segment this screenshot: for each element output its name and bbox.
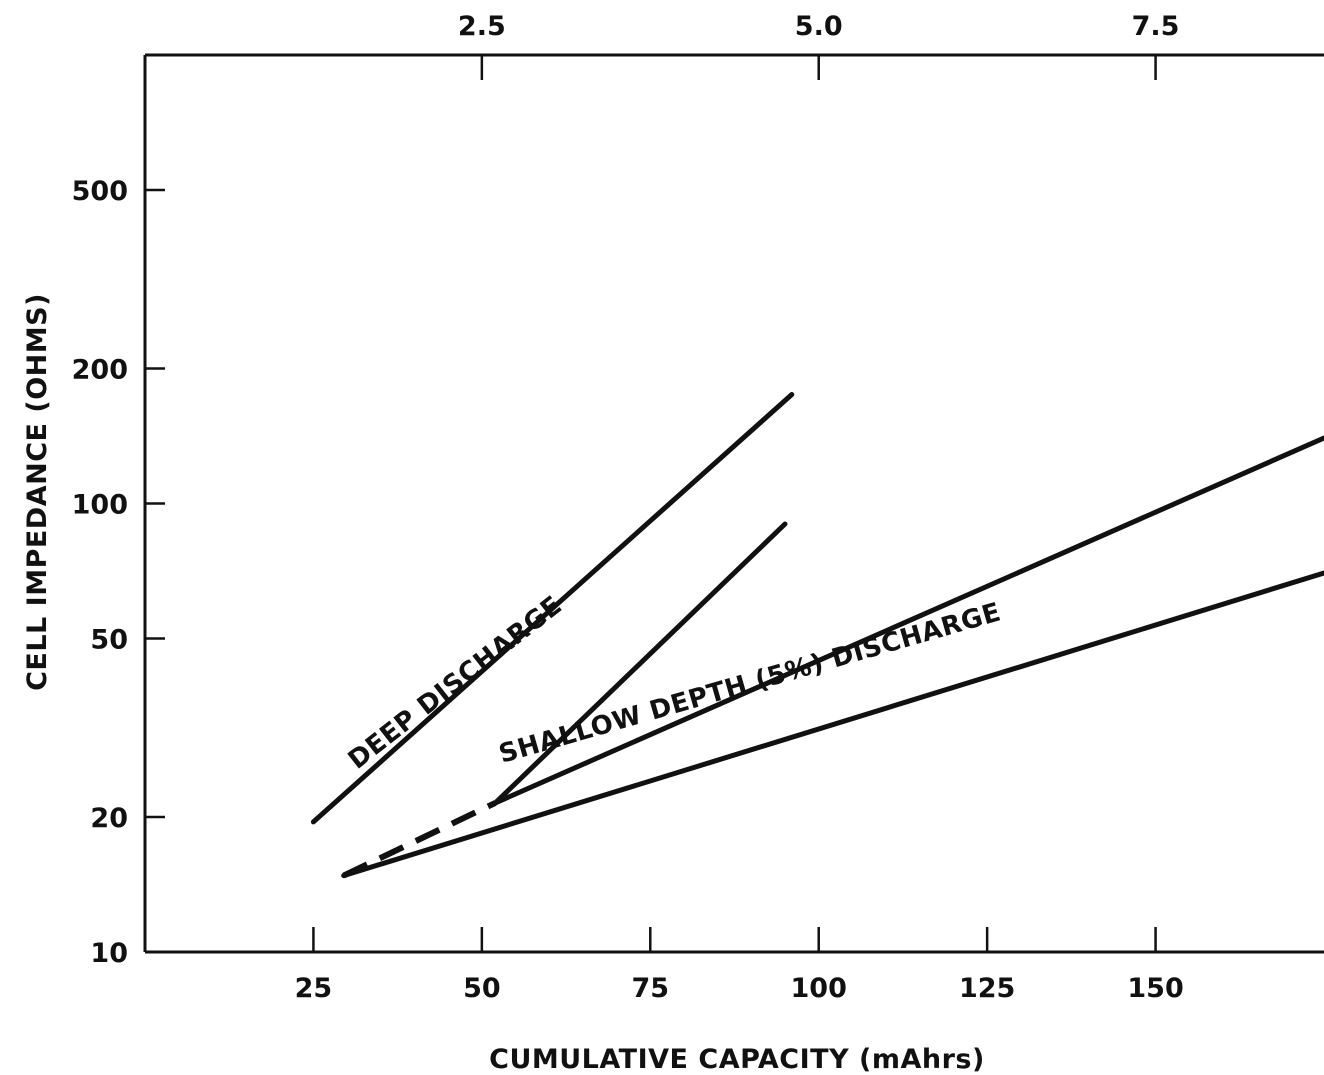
y-axis-ticks: 10 20 50 100 200 500 [72, 176, 165, 969]
top-tick-label: 2.5 [458, 11, 506, 42]
shallow-discharge-solid-line [341, 570, 1324, 879]
deep-discharge-solid-line [310, 392, 795, 825]
x-tick-label: 150 [1127, 973, 1183, 1004]
x-tick-label: 25 [295, 973, 333, 1004]
top-tick-label: 5.0 [795, 11, 843, 42]
series-layer [310, 392, 1324, 879]
top-tick-label: 7.5 [1132, 11, 1180, 42]
top-axis-ticks: 2.5 5.0 7.5 [458, 11, 1180, 80]
y-tick-label: 200 [72, 354, 128, 385]
x-tick-label: 100 [791, 973, 847, 1004]
x-tick-label: 50 [463, 973, 501, 1004]
y-tick-label: 10 [90, 938, 128, 969]
y-tick-label: 20 [90, 803, 128, 834]
y-axis-title: CELL IMPEDANCE (OHMS) [22, 293, 53, 691]
y-tick-label: 500 [72, 176, 128, 207]
deep-discharge-solid-line [492, 521, 788, 806]
deep-discharge-dashed-line [342, 800, 497, 879]
x-axis-ticks: 25 50 75 100 125 150 [295, 927, 1184, 1004]
x-tick-label: 75 [631, 973, 669, 1004]
x-tick-label: 125 [959, 973, 1015, 1004]
annotation-shallow-discharge: SHALLOW DEPTH (5%) DISCHARGE [496, 597, 1005, 769]
y-tick-label: 50 [90, 625, 128, 656]
x-axis-title: CUMULATIVE CAPACITY (mAhrs) [489, 1044, 985, 1075]
shallow-discharge-solid-line [492, 435, 1324, 806]
y-tick-label: 100 [72, 490, 128, 521]
